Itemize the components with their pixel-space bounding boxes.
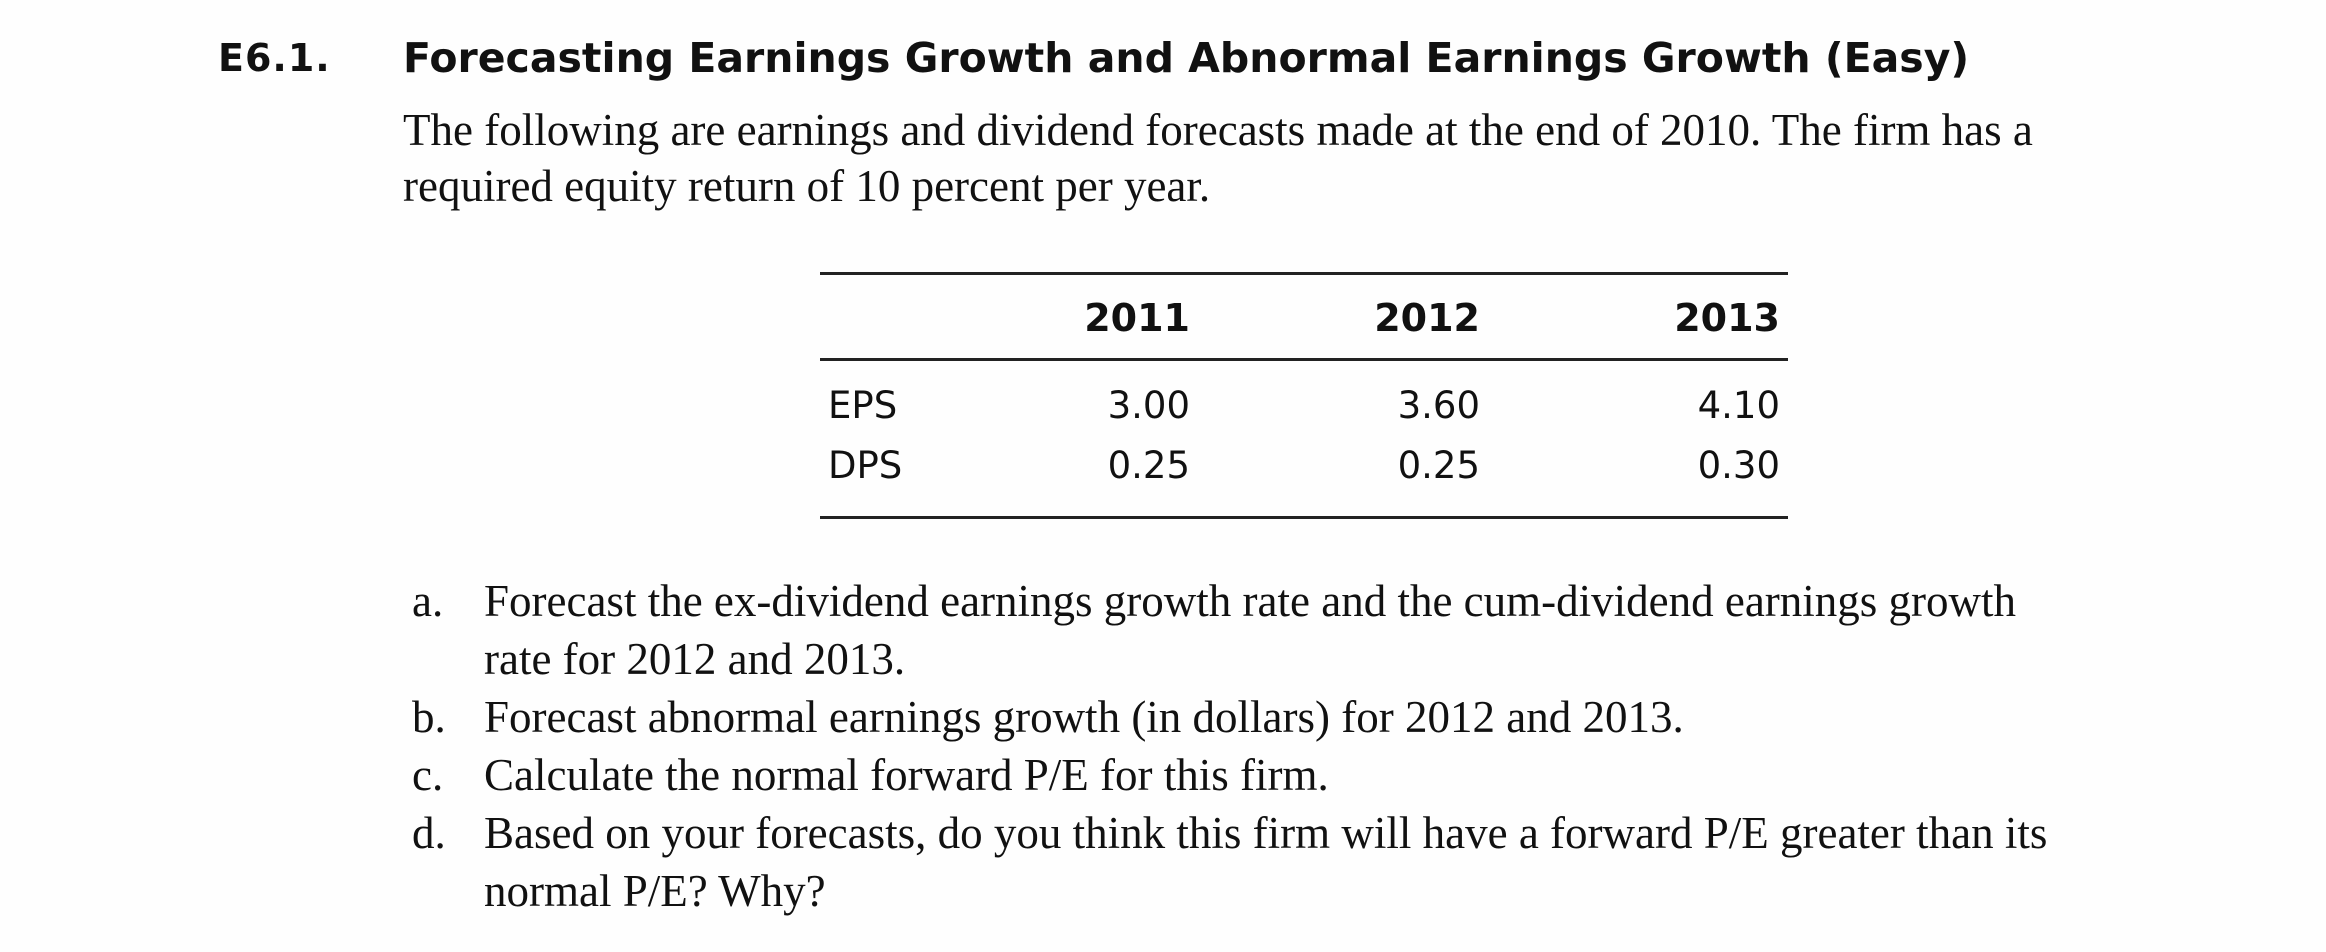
column-header-2013: 2013: [1674, 296, 1780, 340]
row-label-eps: EPS: [828, 384, 898, 427]
question-c: c. Calculate the normal forward P/E for …: [412, 746, 2292, 804]
question-b: b. Forecast abnormal earnings growth (in…: [412, 688, 2292, 746]
intro-line: The following are earnings and dividend …: [403, 105, 2033, 155]
question-letter: a.: [412, 576, 444, 626]
exercise-intro: The following are earnings and dividend …: [403, 102, 2283, 214]
question-text: Forecast abnormal earnings growth (in do…: [484, 692, 1684, 742]
question-a: a. Forecast the ex-dividend earnings gro…: [412, 572, 2292, 688]
table-cell: 0.25: [1107, 444, 1190, 487]
question-letter: d.: [412, 808, 446, 858]
table-cell: 0.25: [1397, 444, 1480, 487]
row-label-dps: DPS: [828, 444, 903, 487]
column-header-2012: 2012: [1374, 296, 1480, 340]
column-header-2011: 2011: [1084, 296, 1190, 340]
table-top-rule: [820, 272, 1788, 275]
exercise-title: Forecasting Earnings Growth and Abnormal…: [403, 34, 1970, 82]
table-cell: 3.60: [1397, 384, 1480, 427]
table-bottom-rule: [820, 516, 1788, 519]
question-text: Forecast the ex-dividend earnings growth…: [484, 576, 2017, 626]
table-cell: 3.00: [1107, 384, 1190, 427]
question-text: normal P/E? Why?: [484, 866, 826, 916]
exercise-number: E6.1.: [218, 36, 331, 80]
question-text: Calculate the normal forward P/E for thi…: [484, 750, 1329, 800]
table-cell: 0.30: [1697, 444, 1780, 487]
question-list: a. Forecast the ex-dividend earnings gro…: [412, 572, 2292, 920]
table-header-rule: [820, 358, 1788, 361]
question-letter: b.: [412, 692, 446, 742]
intro-line: required equity return of 10 percent per…: [403, 161, 1211, 211]
question-text: Based on your forecasts, do you think th…: [484, 808, 2048, 858]
table-cell: 4.10: [1697, 384, 1780, 427]
question-letter: c.: [412, 750, 444, 800]
question-text: rate for 2012 and 2013.: [484, 634, 906, 684]
question-d: d. Based on your forecasts, do you think…: [412, 804, 2292, 920]
